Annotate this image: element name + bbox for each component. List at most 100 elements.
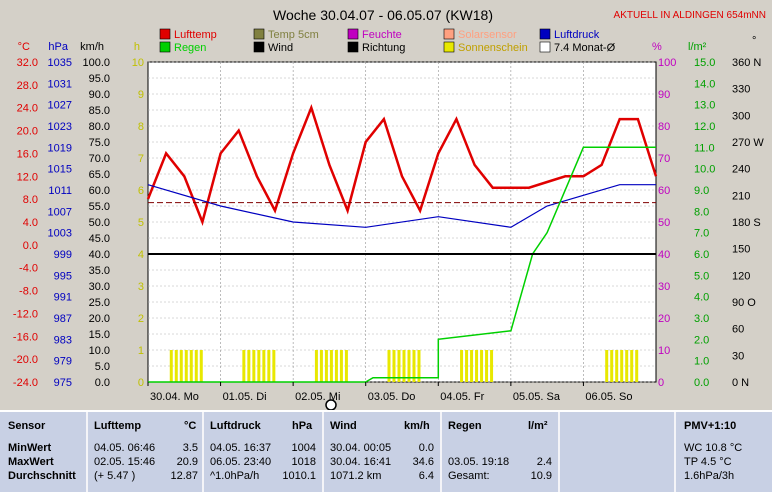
header-luftdruck: Luftdruck (210, 420, 261, 432)
x-tick-label: 03.05. Do (368, 391, 416, 403)
hours-tick: 1 (138, 345, 144, 357)
temp-unit: °C (18, 41, 30, 53)
cell-p_val: 1010.1 (282, 470, 316, 482)
sunshine-bar (184, 350, 188, 382)
sunshine-bar (344, 350, 348, 382)
direction-tick: 90 O (732, 297, 756, 309)
col-lufttemp (88, 412, 204, 492)
legend-label: Luftdruck (554, 29, 600, 41)
legend-label: Richtung (362, 42, 405, 54)
legend-swatch (539, 41, 551, 53)
temp-tick: -24.0 (13, 377, 38, 389)
pressure-tick: 987 (54, 313, 72, 325)
temp-tick: 0.0 (23, 240, 38, 252)
x-tick-label: 04.05. Fr (440, 391, 484, 403)
header-sensor: Sensor (8, 420, 46, 432)
rain-tick: 13.0 (694, 100, 715, 112)
rain-tick: 15.0 (694, 57, 715, 69)
col-regen (442, 412, 560, 492)
sunshine-bar (324, 350, 328, 382)
sunshine-bar (189, 350, 193, 382)
header-wind: Wind (330, 420, 357, 432)
wind-tick: 75.0 (89, 137, 110, 149)
cell-t_date: (+ 5.47 ) (94, 470, 136, 482)
wind-tick: 35.0 (89, 265, 110, 277)
sunshine-bar (475, 350, 479, 382)
sunshine-bar (272, 350, 276, 382)
legend-swatch (253, 41, 265, 53)
sunshine-bar (339, 350, 343, 382)
cell-p_date: 04.05. 16:37 (210, 442, 272, 454)
sunshine-bar (470, 350, 474, 382)
humidity-tick: 80 (658, 121, 670, 133)
sunshine-bar (465, 350, 469, 382)
temp-tick: 8.0 (23, 194, 38, 206)
direction-tick: 240 (732, 164, 750, 176)
wind-tick: 90.0 (89, 89, 110, 101)
direction-tick: 0 N (732, 377, 749, 389)
status-label: AKTUELL IN ALDINGEN 654mNN (614, 10, 766, 21)
pressure-tick: 1003 (48, 228, 72, 240)
hours-tick: 3 (138, 281, 144, 293)
cell-t_val: 3.5 (182, 442, 198, 454)
cell-r_date: Gesamt: (448, 470, 490, 482)
sunshine-bar (314, 350, 318, 382)
cell-p_val: 1018 (291, 456, 316, 468)
pressure-tick: 1015 (48, 164, 72, 176)
legend-swatch (443, 41, 455, 53)
direction-tick: 120 (732, 270, 750, 282)
sunshine-bar (194, 350, 198, 382)
cell-label: MinWert (8, 442, 52, 454)
sunshine-bars (169, 350, 639, 382)
pressure-tick: 1031 (48, 78, 72, 90)
temp-tick: 20.0 (17, 126, 38, 138)
pressure-tick: 975 (54, 377, 72, 389)
legend-label: 7.4 Monat-Ø (554, 42, 616, 54)
rain-tick: 7.0 (694, 228, 709, 240)
cell-pmv: TP 4.5 °C (684, 456, 732, 468)
legend-swatch (443, 28, 455, 40)
hours-tick: 4 (138, 249, 144, 261)
legend-label: Sonnenschein (458, 42, 528, 54)
wind-tick: 25.0 (89, 297, 110, 309)
humidity-tick: 30 (658, 281, 670, 293)
stats-rows: MinWert 04.05. 06:46 3.5 04.05. 16:37 1004 30… (0, 412, 772, 492)
legend-label: Feuchte (362, 29, 402, 41)
temp-tick: -4.0 (19, 263, 38, 275)
time-slider-handle[interactable] (325, 399, 337, 410)
sunshine-bar (480, 350, 484, 382)
hours-tick: 2 (138, 313, 144, 325)
sunshine-bar (615, 350, 619, 382)
pressure-tick: 999 (54, 249, 72, 261)
humidity-tick: 60 (658, 185, 670, 197)
legend-label: Solarsensor (458, 29, 517, 41)
sunshine-bar (262, 350, 266, 382)
cell-w_val: 0.0 (418, 442, 434, 454)
sunshine-bar (605, 350, 609, 382)
rain-tick: 3.0 (694, 313, 709, 325)
header-lufttemp: Lufttemp (94, 420, 142, 432)
humidity-tick: 10 (658, 345, 670, 357)
humidity-tick: 0 (658, 377, 664, 389)
direction-tick: 330 (732, 84, 750, 96)
hours-tick: 7 (138, 153, 144, 165)
temp-tick: 16.0 (17, 148, 38, 160)
axes: 32.028.024.020.016.012.08.04.00.0-4.0-8.… (13, 35, 764, 389)
sunshine-bar (485, 350, 489, 382)
col-sensor (0, 412, 88, 492)
legend-swatch (159, 41, 171, 53)
sunshine-bar (319, 350, 323, 382)
sunshine-bar (402, 350, 406, 382)
cell-p_date: ^1.0hPa/h (210, 470, 260, 482)
humidity-tick: 70 (658, 153, 670, 165)
wind-tick: 5.0 (95, 361, 110, 373)
wind-tick: 95.0 (89, 73, 110, 85)
cell-t_val: 20.9 (176, 456, 198, 468)
legend-swatch (159, 28, 171, 40)
rain-tick: 6.0 (694, 249, 709, 261)
sunshine-bar (460, 350, 464, 382)
pressure-tick: 1035 (48, 57, 72, 69)
hours-tick: 6 (138, 185, 144, 197)
pressure-tick: 983 (54, 334, 72, 346)
header-regen: Regen (448, 420, 482, 432)
